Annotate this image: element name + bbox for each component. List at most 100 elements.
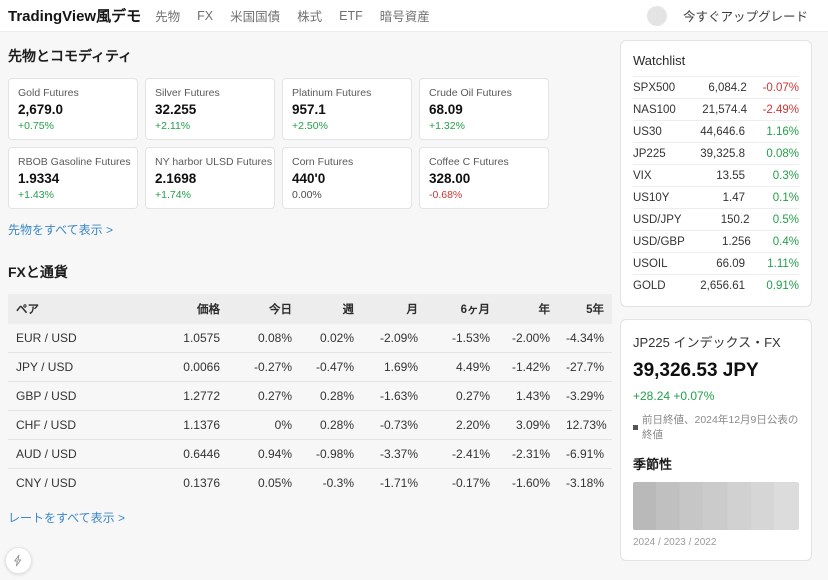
fx-pct: -2.41% (426, 439, 498, 469)
watchlist-row-usoil[interactable]: USOIL 66.09 1.11% (633, 252, 799, 274)
fx-row-chfusd[interactable]: CHF / USD 1.1376 0% 0.28% -0.73% 2.20% 3… (8, 410, 612, 440)
futures-card-coffee[interactable]: Coffee C Futures 328.00 -0.68% (419, 147, 549, 209)
futures-card-change: +1.74% (155, 189, 191, 201)
futures-card-value: 2,679.0 (18, 102, 64, 117)
view-all-rates-link[interactable]: レートをすべて表示 > (8, 511, 126, 525)
watchlist-title: Watchlist (633, 53, 686, 68)
watchlist-change: -2.49% (762, 103, 799, 116)
watchlist-row-vix[interactable]: VIX 13.55 0.3% (633, 164, 799, 186)
watchlist-value: 39,325.8 (700, 147, 745, 160)
watchlist-change: 0.4% (772, 235, 799, 248)
watchlist-row-us30[interactable]: US30 44,646.6 1.16% (633, 120, 799, 142)
watchlist-row-usdjpy[interactable]: USD/JPY 150.2 0.5% (633, 208, 799, 230)
fx-pct: -2.09% (379, 331, 418, 345)
futures-card-gold[interactable]: Gold Futures 2,679.0 +0.75% (8, 78, 138, 140)
fx-row-gbpusd[interactable]: GBP / USD 1.2772 0.27% 0.28% -1.63% 0.27… (8, 381, 612, 411)
futures-card-crude-oil[interactable]: Crude Oil Futures 68.09 +1.32% (419, 78, 549, 140)
watchlist-row-jp225[interactable]: JP225 39,325.8 0.08% (633, 142, 799, 164)
watchlist-value: 44,646.6 (700, 125, 745, 138)
avatar[interactable] (646, 5, 667, 26)
fx-pct: -27.7% (558, 352, 612, 382)
watchlist-change: 0.91% (766, 279, 799, 292)
watchlist-row-us10y[interactable]: US10Y 1.47 0.1% (633, 186, 799, 208)
fx-pct: 1.69% (362, 352, 426, 382)
futures-card-title: Coffee C Futures (429, 156, 509, 168)
nav-item-stocks[interactable]: 株式 (297, 10, 323, 24)
watchlist-value: 150.2 (720, 213, 750, 226)
fx-pct: 1.43% (498, 381, 558, 411)
fx-pair: EUR / USD (16, 331, 77, 345)
fx-pct: -6.91% (558, 439, 612, 469)
fx-header-row: ペア 価格 今日 週 月 6ヶ月 年 5年 (8, 294, 612, 324)
watchlist-row-nas100[interactable]: NAS100 21,574.4 -2.49% (633, 98, 799, 120)
fx-col-5year: 5年 (558, 294, 612, 324)
watchlist-change: 1.16% (766, 125, 799, 138)
fx-pct: 0.05% (228, 468, 300, 497)
nav-item-bonds[interactable]: 米国国債 (230, 10, 281, 24)
fx-pct: -4.34% (566, 331, 605, 345)
futures-card-title: RBOB Gasoline Futures (18, 156, 131, 168)
futures-card-title: NY harbor ULSD Futures (155, 156, 273, 168)
fx-row-audusd[interactable]: AUD / USD 0.6446 0.94% -0.98% -3.37% -2.… (8, 439, 612, 469)
view-all-futures-link[interactable]: 先物をすべて表示 > (8, 223, 114, 237)
watchlist-row-gold[interactable]: GOLD 2,656.61 0.91% (633, 274, 799, 296)
bullet-icon (633, 424, 638, 430)
watchlist-change: 0.3% (772, 169, 799, 182)
fx-pair: AUD / USD (8, 439, 140, 469)
fx-pair: JPY / USD (8, 352, 140, 382)
fx-pct: 0.94% (228, 439, 300, 469)
fx-row-eurusd[interactable]: EUR / USD 1.0575 0.08% 0.02% -2.09% -1.5… (8, 324, 612, 353)
detail-note-text: 前日終値、2024年12月9日公表の終値 (642, 414, 799, 441)
fx-col-pair: ペア (8, 294, 140, 324)
futures-card-change: 0.00% (292, 189, 322, 201)
watchlist-symbol: SPX500 (633, 81, 676, 94)
watchlist-row-spx500[interactable]: SPX500 6,084.2 -0.07% (633, 76, 799, 98)
fx-pair: GBP / USD (8, 381, 140, 411)
futures-card-platinum[interactable]: Platinum Futures 957.1 +2.50% (282, 78, 412, 140)
fx-pct: -2.00% (511, 331, 550, 345)
fx-pct: -3.37% (362, 439, 426, 469)
fx-pct: -3.18% (558, 468, 612, 497)
watchlist-value: 13.55 (716, 169, 745, 182)
watchlist-value: 66.09 (716, 257, 745, 270)
app-title: TradingView風デモ (8, 8, 142, 25)
fx-pct: -3.29% (558, 381, 612, 411)
fx-pct: -1.42% (498, 352, 558, 382)
fx-section-title: FXと通貨 (8, 264, 68, 280)
futures-card-title: Crude Oil Futures (429, 87, 512, 99)
futures-card-value: 2.1698 (155, 171, 197, 186)
watchlist-change: -0.07% (762, 81, 799, 94)
nav-item-etf[interactable]: ETF (339, 8, 363, 23)
futures-card-value: 440'0 (292, 171, 326, 186)
fx-pct: -0.17% (426, 468, 498, 497)
fx-pct: 0.02% (319, 331, 354, 345)
quick-action-button[interactable] (5, 547, 32, 574)
futures-card-change: +2.50% (292, 120, 328, 132)
fx-pct: 0.27% (426, 381, 498, 411)
futures-card-title: Silver Futures (155, 87, 220, 99)
futures-card-corn[interactable]: Corn Futures 440'0 0.00% (282, 147, 412, 209)
watchlist-symbol: USD/GBP (633, 235, 685, 248)
fx-pct: -1.71% (362, 468, 426, 497)
nav-item-crypto[interactable]: 暗号資産 (379, 10, 430, 24)
watchlist-value: 6,084.2 (708, 81, 747, 94)
fx-row-jpyusd[interactable]: JPY / USD 0.0066 -0.27% -0.47% 1.69% 4.4… (8, 352, 612, 382)
fx-pct: 3.09% (498, 410, 558, 440)
futures-card-ulsd[interactable]: NY harbor ULSD Futures 2.1698 +1.74% (145, 147, 275, 209)
fx-row-cnyusd[interactable]: CNY / USD 0.1376 0.05% -0.3% -1.71% -0.1… (8, 468, 612, 497)
watchlist-row-usdgbp[interactable]: USD/GBP 1.256 0.4% (633, 230, 799, 252)
watchlist-symbol: NAS100 (633, 103, 676, 116)
fx-pct: 4.49% (426, 352, 498, 382)
fx-pct: 0.28% (300, 410, 362, 440)
nav-item-futures[interactable]: 先物 (155, 10, 181, 24)
upgrade-button[interactable]: 今すぐアップグレード (682, 10, 808, 24)
nav-item-fx[interactable]: FX (197, 8, 214, 23)
fx-col-6month: 6ヶ月 (426, 294, 498, 324)
lightning-icon (14, 554, 22, 567)
watchlist-value: 2,656.61 (700, 279, 745, 292)
futures-card-rbob[interactable]: RBOB Gasoline Futures 1.9334 +1.43% (8, 147, 138, 209)
futures-card-silver[interactable]: Silver Futures 32.255 +2.11% (145, 78, 275, 140)
futures-card-value: 68.09 (429, 102, 463, 117)
fx-pct: -0.47% (300, 352, 362, 382)
watchlist-symbol: US30 (633, 125, 662, 138)
